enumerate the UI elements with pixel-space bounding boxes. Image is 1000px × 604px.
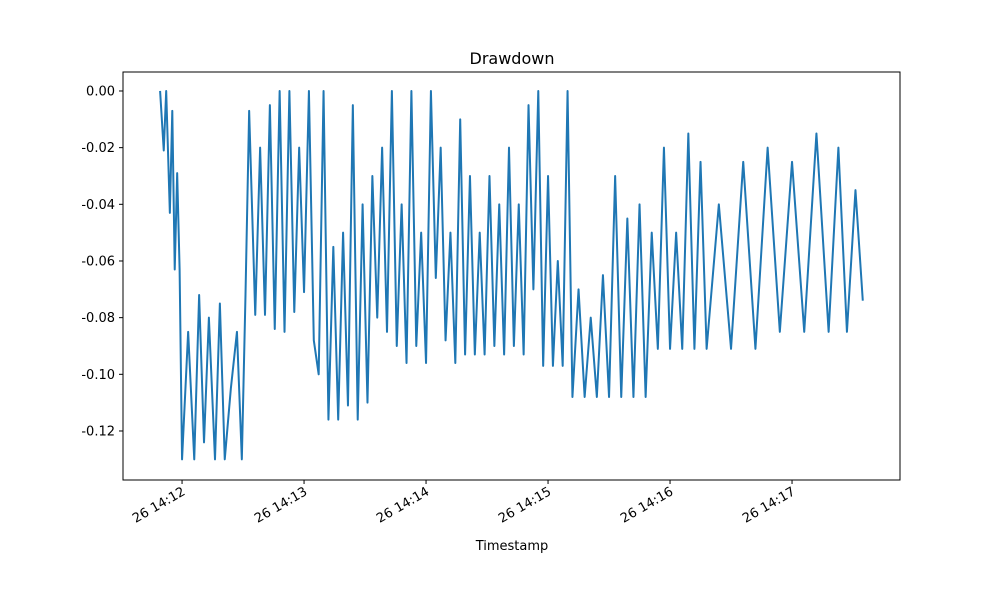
y-tick-label: -0.06 <box>81 254 115 269</box>
y-tick-label: 0.00 <box>86 84 115 99</box>
y-tick-label: -0.10 <box>81 368 115 383</box>
y-tick-label: -0.12 <box>81 424 115 439</box>
y-tick-label: -0.08 <box>81 311 115 326</box>
x-axis-label: Timestamp <box>475 539 549 554</box>
drawdown-line <box>159 89 864 461</box>
y-tick-label: -0.02 <box>81 141 115 156</box>
y-tick-label: -0.04 <box>81 198 115 213</box>
chart-title: Drawdown <box>470 49 555 68</box>
plot-frame <box>122 71 901 481</box>
